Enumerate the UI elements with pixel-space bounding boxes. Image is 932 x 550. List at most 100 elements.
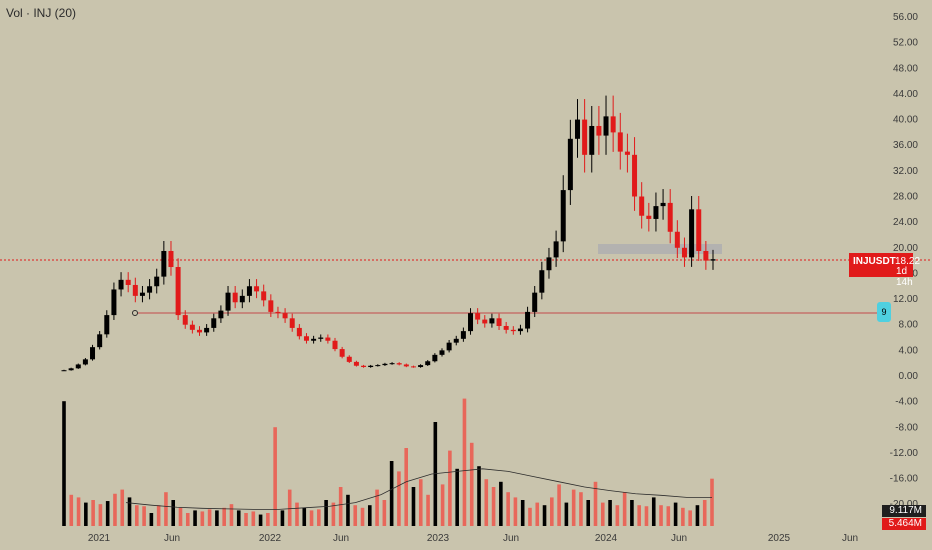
volume-bar [273,427,277,526]
alert-marker[interactable]: 9 [877,302,891,322]
candle-body [446,342,452,351]
price-tick-label: -12.00 [890,448,919,459]
candle-body [582,119,588,155]
candle-body [425,361,431,366]
volume-bar [346,494,350,526]
volume-bar [673,502,678,526]
candle-body [97,334,103,348]
candle-body [553,241,559,258]
candle-body [596,125,602,136]
candle-body [111,289,117,316]
candle-body [147,286,153,293]
price-zone-rectangle[interactable] [598,244,722,254]
price-axis: 56.00 52.00 48.00 44.00 40.00 36.00 32.00 28.00… [890,12,919,510]
symbol-label: INJUSDT [853,256,896,267]
time-tick-label: Jun [503,533,519,544]
price-tick-label: 48.00 [893,63,918,74]
candle-body [375,365,381,367]
volume-bar [120,489,125,526]
volume-bar [608,500,612,526]
volume-bar [622,492,627,526]
support-anchor-dot[interactable] [132,310,138,316]
candle-body [261,291,267,301]
volume-bar [200,511,205,526]
volume-bar [367,505,372,526]
time-tick-label: Jun [164,533,180,544]
candle-body [318,337,324,339]
candle-body [503,325,509,330]
candle-body [546,257,552,271]
candle-body [453,338,459,343]
candle-body [468,313,474,332]
volume-bar [600,502,605,526]
volume-bar [404,448,409,526]
candle-body [403,364,409,367]
candle-body [532,292,538,312]
volume-bar [615,505,620,526]
volume-bar [506,492,510,526]
price-tick-label: 12.00 [893,294,918,305]
price-tick-label: 56.00 [893,12,918,23]
volume-bar [469,442,474,526]
price-tick-label: 32.00 [893,166,918,177]
price-tick-label: 44.00 [893,89,918,100]
volume-legend: Vol · INJ (20) [6,6,76,20]
candle-body [639,196,645,216]
candle-body [560,190,566,242]
volume-bar [76,497,81,526]
volume-bar [528,507,532,526]
volume-bar [637,505,641,526]
volume-value: 9.117M [889,505,922,516]
volume-bar [222,507,226,526]
volume-bar [542,505,547,526]
candle-body [346,356,352,362]
price-tick-label: 0.00 [899,371,919,382]
candle-body [168,250,174,268]
volume-bar [418,479,423,526]
candle-body [90,347,96,360]
volume-bar [360,507,365,526]
volume-bar [579,492,583,526]
price-tick-label: 20.00 [893,243,918,254]
volume-bar [426,494,430,526]
volume-bar [593,481,598,526]
volume-bar [550,497,554,526]
candle-body [311,338,317,341]
volume-bar [164,492,168,526]
candle-body [275,311,281,314]
candle-body [68,368,74,371]
price-tick-label: -4.00 [895,397,918,408]
candle-body [303,336,309,341]
candle-body [624,151,630,155]
candle-body [689,209,695,258]
time-tick-label: 2023 [427,533,450,544]
candle-body [325,337,331,341]
volume-bar [135,505,139,526]
time-tick-label: 2025 [768,533,791,544]
candle-body [539,270,545,293]
candle-body [125,279,131,285]
price-tick-label: 4.00 [899,345,919,356]
candle-body [353,361,359,366]
candle-body [204,327,210,333]
volume-bar [113,493,117,526]
volume-bar [397,471,401,526]
volume-bar [477,466,481,526]
candle-body [389,363,395,365]
volume-bar [382,500,387,526]
volume-bar [309,510,314,526]
volume-value-tag: 9.117M [882,505,926,517]
candle-body [189,324,195,330]
candle-body [254,286,260,292]
candle-body [368,365,374,368]
volume-bar [62,401,66,526]
volume-bar [666,506,671,526]
volume-bar [557,484,561,526]
volume-ma-tag: 5.464M [882,518,926,530]
volume-ma-line [125,468,712,510]
volume-bar [251,511,256,526]
candle-body [282,313,288,319]
volume-bar [142,506,146,526]
volume-bar [462,398,467,526]
